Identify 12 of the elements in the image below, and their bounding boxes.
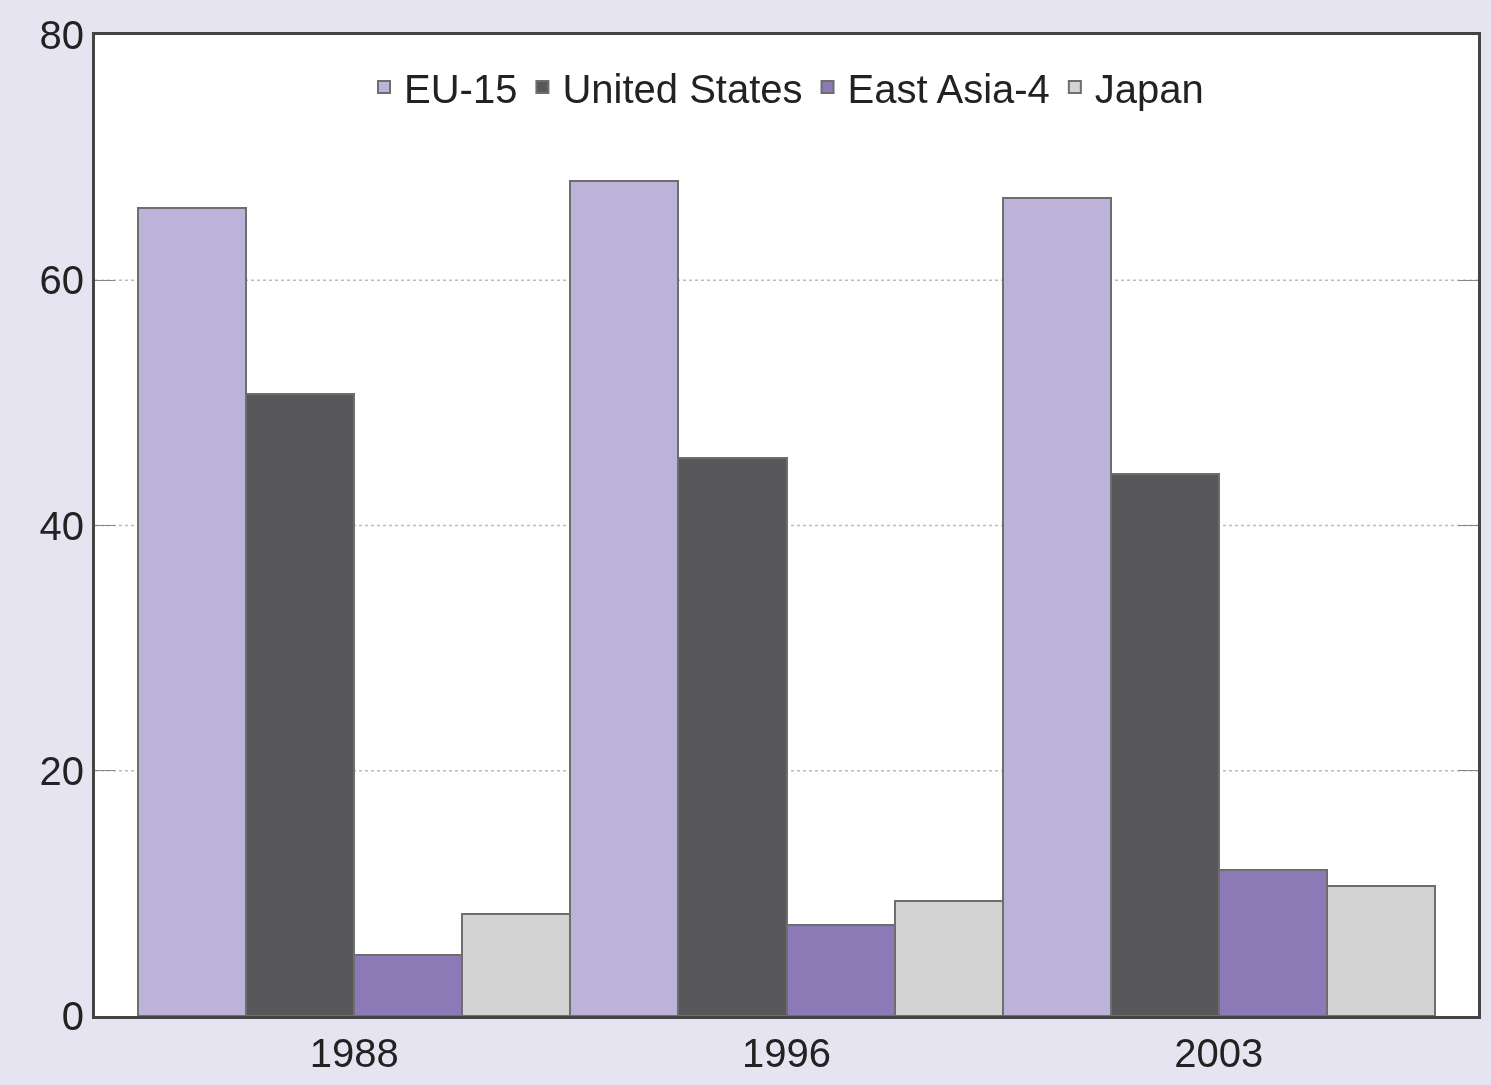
y-tick-label: 20 [39,748,84,793]
y-tick-label: 60 [39,258,84,303]
legend-label: Japan [1094,66,1204,111]
y-tick-label: 80 [39,13,84,57]
x-tick-label: 1996 [742,1031,831,1075]
x-tick-label: 2003 [1174,1031,1264,1075]
x-tick-label: 1988 [309,1031,399,1075]
legend-label: EU-15 [404,66,518,111]
legend-label: United States [562,66,803,111]
y-tick-label: 0 [61,994,84,1038]
y-tick-label: 40 [39,503,84,548]
legend-label: East Asia-4 [847,66,1050,111]
